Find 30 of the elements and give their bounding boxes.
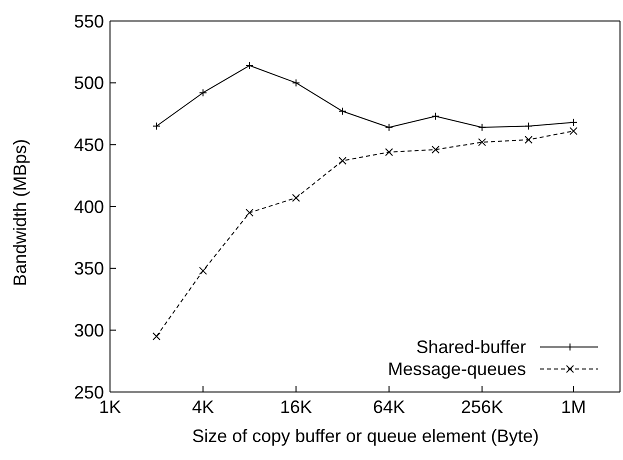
x-tick-label: 256K (461, 396, 504, 417)
y-tick-label: 450 (74, 135, 104, 156)
x-tick-label: 4K (192, 396, 214, 417)
x-tick-label: 64K (373, 396, 406, 417)
point (152, 332, 161, 340)
point (199, 266, 208, 275)
y-tick-label: 500 (74, 73, 104, 94)
y-axis-title: Bandwidth (MBps) (10, 139, 30, 287)
point (432, 146, 440, 154)
point (524, 136, 533, 144)
point (385, 148, 394, 156)
point (478, 138, 486, 146)
point (432, 112, 440, 120)
y-tick-label: 400 (74, 196, 104, 217)
point (524, 122, 533, 130)
legend-label: Message-queues (388, 358, 526, 380)
point (338, 156, 347, 165)
x-tick-label: 1M (560, 396, 586, 417)
point (199, 88, 208, 97)
legend-label: Shared-buffer (416, 336, 526, 358)
point (246, 208, 254, 217)
y-tick-label: 350 (74, 258, 104, 279)
point (385, 123, 394, 132)
x-tick-label: 16K (280, 396, 312, 417)
y-tick-label: 300 (74, 320, 104, 341)
point (338, 107, 347, 116)
point (292, 194, 300, 202)
y-tick-label: 550 (74, 11, 104, 32)
point (292, 78, 300, 87)
x-axis-title: Size of copy buffer or queue element (Byte) (191, 426, 540, 447)
